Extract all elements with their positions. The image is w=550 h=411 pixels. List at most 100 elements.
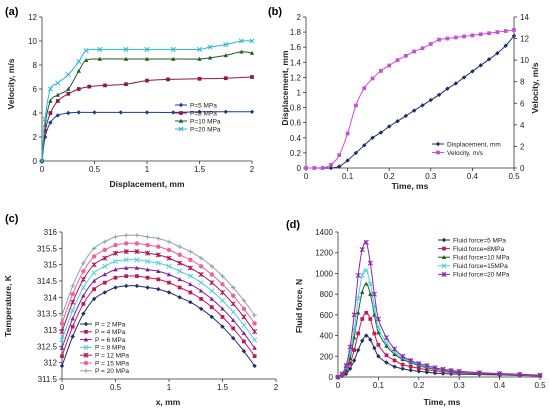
panel-a-series (39, 38, 255, 164)
data-point (134, 283, 140, 289)
legend-label: P=8 MPa (190, 110, 217, 117)
y-tick-label: 0 (329, 373, 334, 382)
panel-d-xlabel: Time, ms (424, 397, 461, 407)
y-tick-label: 6 (33, 85, 38, 94)
data-point (375, 316, 381, 322)
data-point (198, 280, 204, 286)
data-point (359, 272, 365, 279)
data-point (123, 257, 129, 263)
x-tick-label: 0.5 (89, 165, 101, 174)
data-point (76, 58, 82, 64)
data-point (103, 83, 107, 88)
data-point (220, 315, 225, 319)
data-point (166, 272, 172, 277)
data-point (356, 331, 361, 336)
y-tick-label: 0.2 (290, 149, 302, 158)
data-point (378, 130, 384, 135)
y-tick-label: 313.5 (37, 310, 58, 319)
data-point (371, 291, 377, 297)
data-point (39, 158, 45, 164)
data-point (123, 249, 129, 255)
y2-tick-label: 12 (520, 35, 529, 44)
x-tick-label: 0 (60, 383, 65, 392)
data-point (70, 291, 75, 297)
data-point (351, 312, 357, 318)
data-point (408, 368, 413, 373)
data-point (167, 280, 171, 285)
y2-tick-label: 10 (520, 56, 529, 65)
data-point (352, 348, 357, 352)
data-point (112, 258, 119, 264)
data-point (312, 166, 317, 170)
data-point (91, 270, 97, 276)
data-point (360, 338, 365, 343)
y-tick-label: 313 (44, 326, 58, 335)
x-tick-label: 0 (336, 381, 341, 390)
data-point (134, 249, 140, 255)
x-tick-label: 0.2 (384, 172, 396, 181)
data-point (83, 58, 89, 62)
data-point (91, 262, 97, 268)
y-tick-label: 600 (320, 311, 334, 320)
data-point (166, 290, 172, 295)
legend-label: Fluid force=5 MPa (453, 237, 506, 244)
data-point (364, 310, 369, 315)
series-line-2 (337, 312, 541, 378)
data-point (383, 340, 390, 346)
y-tick-label: 1000 (315, 269, 333, 278)
data-point (166, 247, 172, 253)
data-point (387, 63, 392, 68)
data-point (241, 322, 247, 328)
data-point (241, 314, 247, 320)
data-point (209, 314, 214, 320)
data-point (66, 110, 71, 116)
y-tick-label: 0.6 (290, 119, 302, 128)
panel-d-label: (d) (286, 219, 300, 231)
data-point (91, 254, 97, 259)
legend-label: P=20 MPa (190, 126, 221, 133)
x-tick-label: 1 (145, 165, 150, 174)
legend-marker (442, 246, 446, 251)
data-point (124, 265, 129, 270)
y-tick-label: 312.5 (37, 342, 58, 351)
panel-a-axes: 0 0.5 1 1.5 2 0 2 4 6 8 10 12 (28, 13, 255, 174)
data-point (55, 92, 60, 97)
x-tick-label: 2 (274, 383, 279, 392)
data-point (59, 345, 65, 350)
data-point (112, 250, 119, 256)
y-tick-label: 12 (28, 13, 37, 22)
data-point (497, 370, 503, 377)
data-point (43, 129, 48, 133)
data-point (59, 313, 65, 318)
data-point (355, 295, 361, 301)
legend-label: P = 8 MPa (95, 345, 126, 352)
data-point (392, 358, 397, 363)
legend-marker (83, 321, 89, 327)
data-point (198, 255, 204, 261)
data-point (81, 260, 86, 266)
data-point (145, 285, 150, 290)
data-point (372, 331, 377, 336)
data-point (368, 317, 373, 321)
data-point (48, 98, 53, 103)
y2-tick-label: 4 (520, 121, 525, 130)
data-point (145, 267, 150, 272)
data-point (345, 131, 350, 136)
data-point (123, 56, 129, 61)
data-point (135, 274, 139, 278)
x-tick-label: 2 (250, 165, 255, 174)
data-point (124, 82, 128, 87)
data-point (503, 43, 508, 48)
data-point (362, 86, 367, 91)
data-point (124, 241, 129, 246)
series-line-1 (61, 285, 256, 367)
x-tick-label: 1.5 (217, 383, 229, 392)
data-point (145, 275, 150, 280)
legend-label: P = 4 MPa (95, 329, 126, 336)
data-point (177, 285, 182, 290)
data-point (384, 360, 389, 365)
legend-marker (441, 271, 447, 277)
series-line-4 (41, 40, 253, 162)
data-point (242, 339, 246, 344)
panel-c-label: (c) (5, 213, 19, 225)
